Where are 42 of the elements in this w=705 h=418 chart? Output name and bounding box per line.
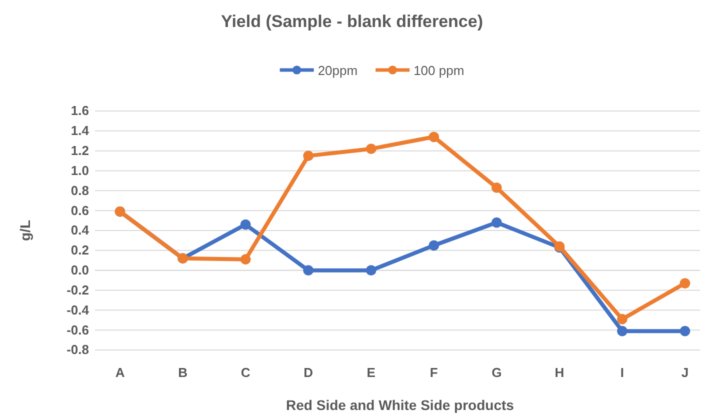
point xyxy=(491,217,502,228)
legend-label: 100 ppm xyxy=(414,63,464,78)
point xyxy=(491,182,502,193)
y-tick-label: 1.0 xyxy=(70,162,89,178)
x-tick-label: I xyxy=(620,365,624,380)
legend-label: 20ppm xyxy=(318,63,358,78)
y-tick-label: 0.6 xyxy=(70,202,89,218)
y-tick-label: 1.6 xyxy=(70,103,89,118)
point xyxy=(428,132,440,142)
point xyxy=(617,326,628,336)
y-tick-label: -0.2 xyxy=(66,282,89,298)
x-tick-label: J xyxy=(681,365,689,380)
point xyxy=(303,265,314,276)
x-tick-label: F xyxy=(430,365,438,380)
x-axis-title: Red Side and White Side products xyxy=(286,397,514,413)
x-tick-label: E xyxy=(366,365,376,380)
point xyxy=(366,144,376,154)
y-axis-title: g/L xyxy=(17,220,33,241)
point xyxy=(680,326,690,336)
point xyxy=(366,265,376,276)
y-tick-label: -0.6 xyxy=(66,322,89,338)
point xyxy=(240,254,251,265)
point xyxy=(240,219,251,230)
y-tick-label: 0.4 xyxy=(70,222,90,238)
y-tick-label: 0.2 xyxy=(70,242,89,258)
point xyxy=(303,150,314,162)
x-tick-label: G xyxy=(492,365,502,380)
x-tick-label: D xyxy=(304,365,314,380)
point xyxy=(617,314,628,324)
y-tick-label: 0.8 xyxy=(70,182,89,198)
point xyxy=(680,278,690,288)
x-tick-label: C xyxy=(240,365,251,380)
y-tick-label: -0.8 xyxy=(66,342,89,358)
x-tick-label: A xyxy=(115,365,126,380)
x-tick-label: B xyxy=(178,365,188,380)
y-tick-label: 1.2 xyxy=(70,142,89,158)
chart-title: Yield (Sample - blank difference) xyxy=(221,12,483,31)
point xyxy=(428,240,440,251)
y-tick-label: 0.0 xyxy=(70,262,89,278)
y-tick-label: 1.4 xyxy=(70,123,90,138)
x-tick-label: H xyxy=(554,365,564,380)
y-tick-label: -0.4 xyxy=(66,302,90,318)
